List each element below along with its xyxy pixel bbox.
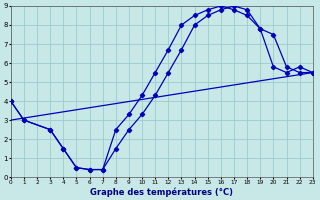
X-axis label: Graphe des températures (°C): Graphe des températures (°C) bbox=[90, 187, 233, 197]
